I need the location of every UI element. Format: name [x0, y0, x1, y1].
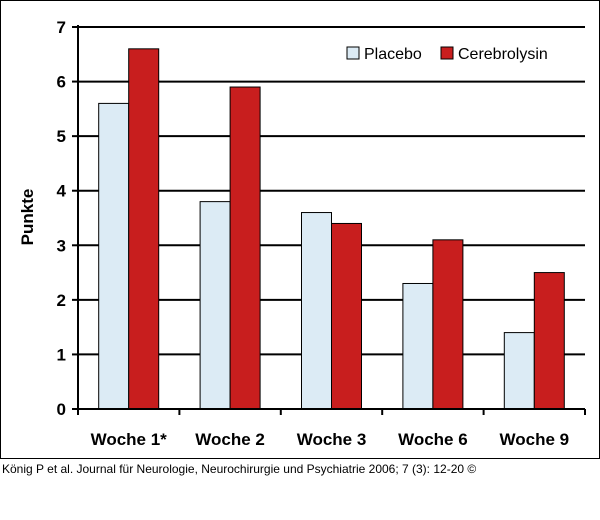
bar-placebo	[402, 282, 434, 410]
axes	[72, 25, 586, 415]
y-tick-label: 5	[57, 127, 66, 146]
y-tick-label: 2	[57, 291, 66, 310]
bar-cerebrolysin	[533, 272, 565, 410]
x-category-label: Woche 9	[500, 430, 570, 449]
bar-placebo	[199, 201, 231, 410]
source-caption: König P et al. Journal für Neurologie, N…	[2, 462, 477, 476]
bar-cerebrolysin	[128, 48, 160, 410]
y-tick-labels: 0 1 2 3 4 5 6 7	[57, 18, 67, 419]
legend: Placebo Cerebrolysin	[346, 46, 548, 63]
y-axis-title: Punkte	[18, 189, 37, 246]
x-category-labels: Woche 1* Woche 2 Woche 3 Woche 6 Woche 9	[91, 430, 570, 449]
y-tick-label: 3	[57, 236, 66, 255]
x-category-label: Woche 1*	[91, 430, 168, 449]
x-category-label: Woche 2	[195, 430, 265, 449]
bar-placebo	[503, 332, 535, 410]
x-category-label: Woche 3	[297, 430, 367, 449]
bar-cerebrolysin	[229, 86, 261, 410]
bar-cerebrolysin	[331, 222, 362, 410]
y-tick-label: 7	[57, 18, 66, 37]
bars	[98, 48, 565, 410]
x-category-label: Woche 6	[398, 430, 468, 449]
legend-swatch-cerebrolysin	[440, 46, 454, 60]
legend-label-placebo: Placebo	[364, 46, 422, 63]
y-tick-label: 1	[57, 345, 66, 364]
legend-label-cerebrolysin: Cerebrolysin	[458, 46, 548, 63]
bar-placebo	[301, 212, 332, 410]
y-tick-label: 0	[57, 400, 66, 419]
y-tick-label: 6	[57, 73, 66, 92]
bar-placebo	[98, 102, 130, 410]
bar-cerebrolysin	[432, 239, 464, 410]
legend-swatch-placebo	[346, 46, 360, 60]
y-tick-label: 4	[57, 182, 67, 201]
